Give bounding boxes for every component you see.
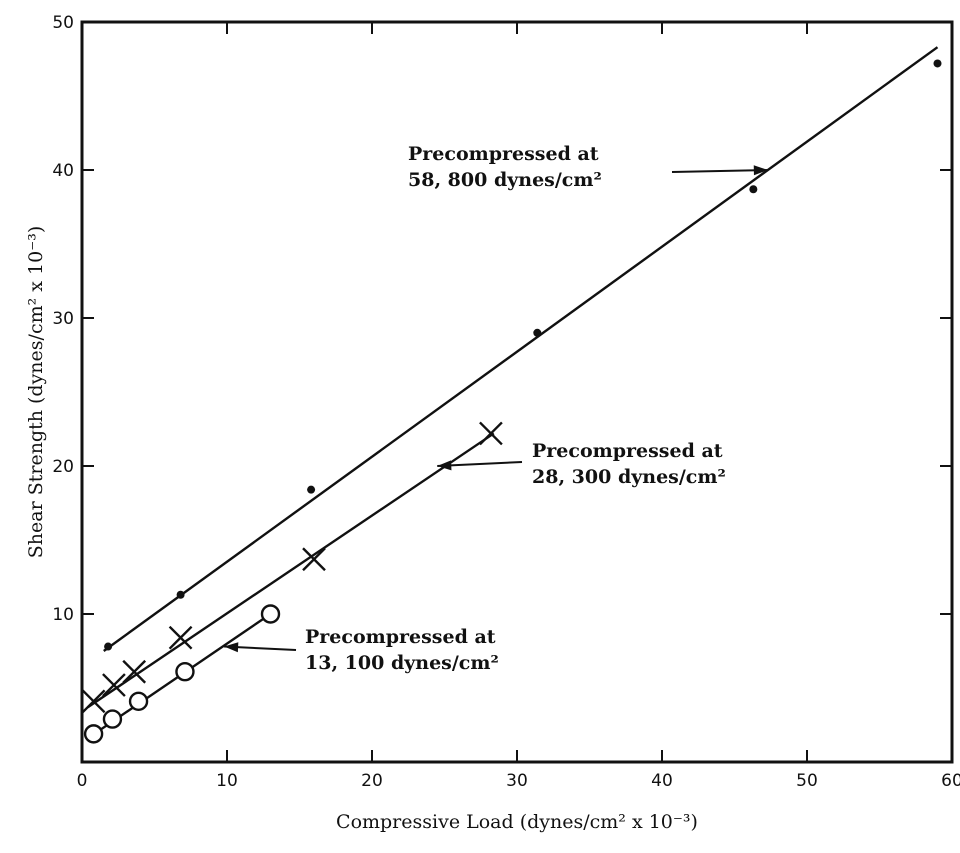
cross-stroke	[302, 547, 326, 572]
annotation-text-series-1: 28, 300 dynes/cm²	[532, 466, 726, 488]
y-tick-label: 10	[52, 605, 74, 625]
annotation-text-series-2: 13, 100 dynes/cm²	[305, 652, 499, 674]
axis-ticks: 0 10 20 30 40 50 60 10 20 30 40 50	[52, 13, 960, 791]
annotation-arrowhead	[753, 165, 768, 176]
dot-marker	[104, 642, 113, 651]
y-axis-title: Shear Strength (dynes/cm² x 10⁻³)	[25, 226, 47, 558]
annotation-arrow-line	[437, 461, 523, 467]
annotation-text-series-0: Precompressed at	[408, 143, 599, 165]
cross-stroke	[168, 625, 193, 650]
circle-marker	[175, 662, 195, 682]
data-markers	[81, 59, 942, 744]
x-tick-label: 0	[77, 771, 88, 791]
x-tick-label: 30	[506, 771, 528, 791]
x-axis-title: Compressive Load (dynes/cm² x 10⁻³)	[336, 811, 698, 833]
cross-marker	[479, 421, 503, 446]
y-tick-label: 30	[52, 309, 74, 329]
fit-line-series-0	[103, 46, 939, 652]
annotation-arrow-line	[671, 169, 768, 173]
circle-marker	[260, 604, 281, 624]
annotation-arrowhead	[224, 642, 239, 653]
cross-stroke	[479, 421, 503, 446]
annotation-text-series-2: Precompressed at	[305, 626, 496, 648]
x-tick-label: 10	[216, 771, 238, 791]
x-tick-label: 20	[361, 771, 383, 791]
cross-stroke	[122, 659, 147, 684]
annotation-text-series-0: 58, 800 dynes/cm²	[408, 169, 602, 191]
dot-marker	[749, 185, 758, 194]
cross-stroke	[81, 689, 106, 714]
x-tick-label: 40	[651, 771, 673, 791]
x-tick-label: 60	[941, 771, 960, 791]
cross-marker	[302, 547, 326, 572]
annotations: Precompressed at 58, 800 dynes/cm² Precomp…	[224, 143, 768, 674]
dot-marker	[533, 328, 542, 337]
fit-line-series-1	[87, 432, 495, 709]
cross-stroke	[102, 673, 126, 697]
dot-marker	[307, 485, 316, 494]
dot-marker	[176, 590, 185, 599]
y-tick-label: 20	[52, 457, 74, 477]
y-tick-label: 50	[52, 13, 74, 33]
circle-marker	[128, 691, 149, 712]
plot-frame	[80, 20, 954, 764]
x-tick-label: 50	[796, 771, 818, 791]
cross-marker	[102, 673, 126, 697]
y-tick-label: 40	[52, 161, 74, 181]
annotation-arrowhead	[437, 460, 452, 471]
cross-marker	[122, 659, 147, 684]
annotation-text-series-1: Precompressed at	[532, 440, 723, 462]
dot-marker	[933, 59, 942, 68]
circle-marker	[102, 709, 123, 729]
cross-marker	[168, 625, 193, 650]
cross-marker	[81, 689, 106, 714]
circle-marker	[83, 724, 104, 744]
